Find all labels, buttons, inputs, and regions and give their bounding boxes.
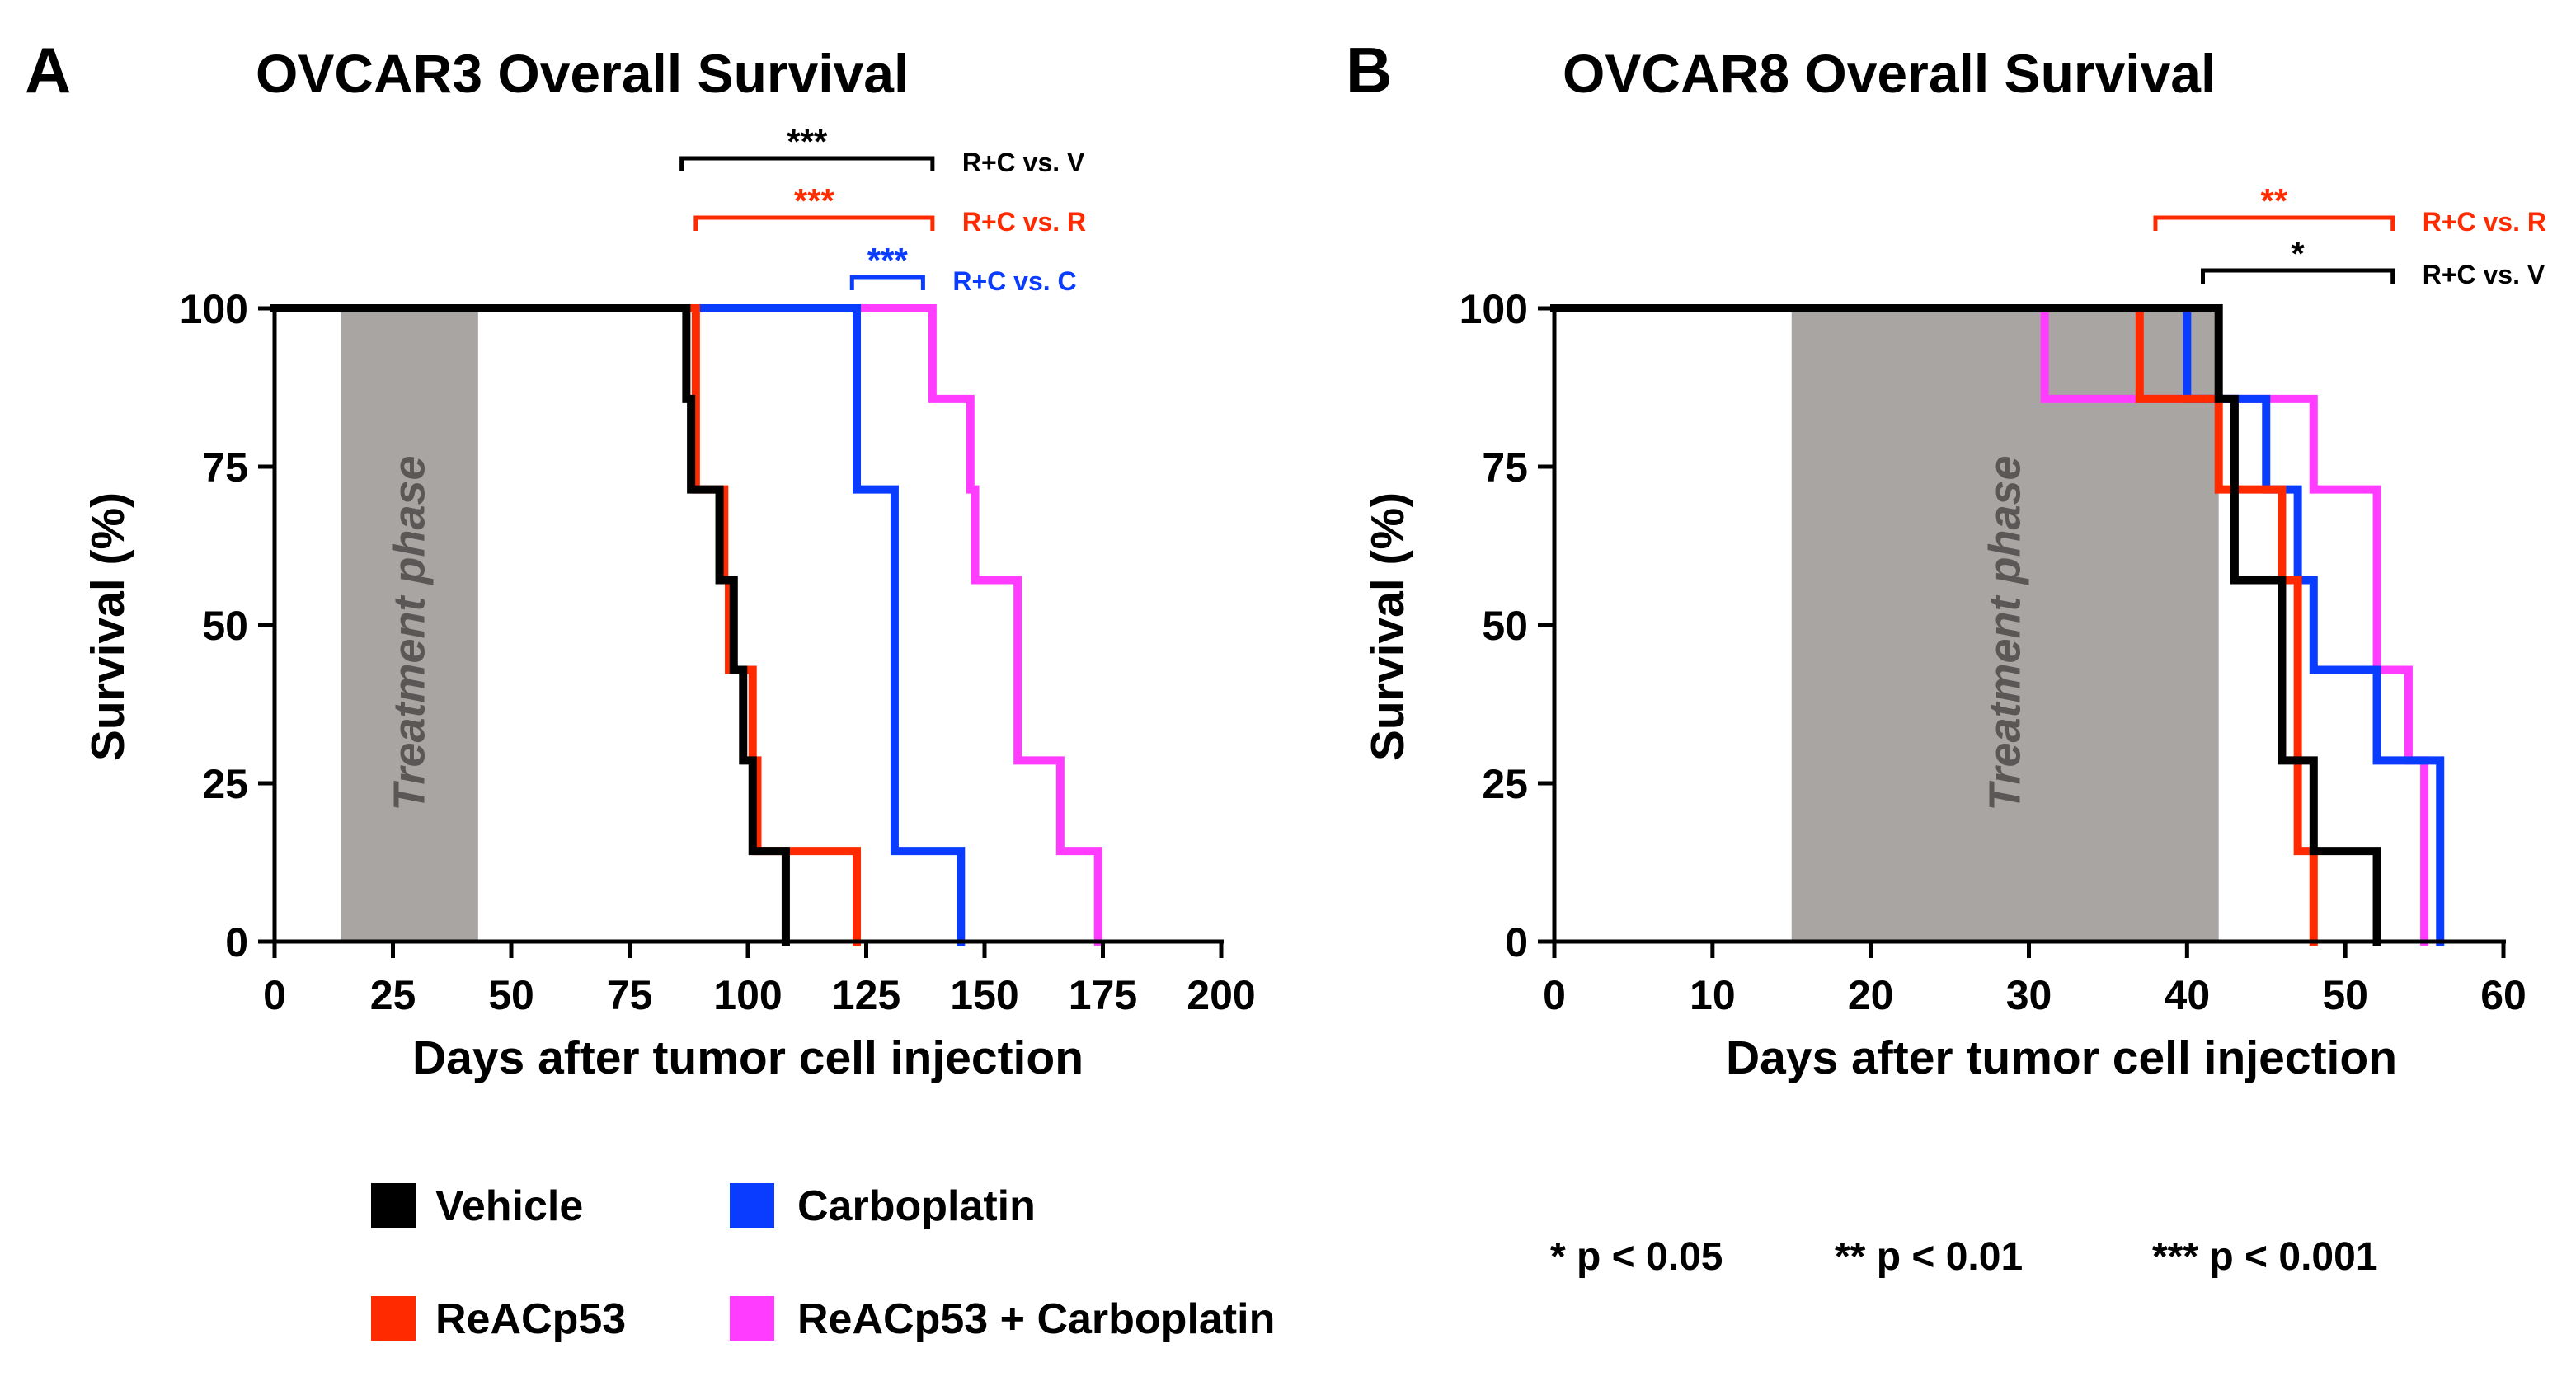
panel-a-ylabel: Survival (%)	[82, 492, 134, 761]
panel-a-title: OVCAR3 Overall Survival	[256, 43, 909, 104]
panel-b-y-tick-label: 25	[1482, 761, 1528, 807]
panel-a-bracket-stars-reacp53: ***	[794, 181, 835, 220]
panel-b-bracket-stars-vehicle: *	[2291, 234, 2305, 273]
panel-a-x-tick-label: 25	[370, 972, 416, 1018]
panel-a-y-tick-label: 50	[202, 603, 248, 649]
panel-a-bracket-vehicle	[679, 156, 935, 171]
legend: Vehicle Carboplatin ReACp53 ReACp53 + Ca…	[371, 1182, 1275, 1343]
panel-b-bracket-label-reacp53: R+C vs. R	[2423, 207, 2546, 237]
legend-label-combo: ReACp53 + Carboplatin	[797, 1295, 1275, 1343]
panel-b-bracket-vehicle	[2201, 268, 2395, 284]
panel-a-y-tick-label: 25	[202, 761, 248, 807]
panel-b-y-tick-label: 0	[1505, 919, 1528, 966]
panel-a-curve-carboplatin	[270, 304, 966, 946]
panel-b-x-tick-label: 0	[1543, 972, 1566, 1018]
panel-b-treatment-label: Treatment phase	[1981, 455, 2030, 810]
panel-a-bracket-label-carboplatin: R+C vs. C	[952, 266, 1076, 296]
legend-swatch-reacp53	[371, 1296, 416, 1341]
panel-b-x-tick-label: 60	[2480, 972, 2527, 1018]
panel-a-bracket-stars-vehicle: ***	[787, 122, 828, 161]
legend-label-reacp53: ReACp53	[435, 1295, 626, 1343]
panel-b-ylabel: Survival (%)	[1361, 492, 1414, 761]
panel-b-title: OVCAR8 Overall Survival	[1563, 43, 2216, 104]
panel-a-bracket-reacp53	[693, 215, 935, 231]
panel-a-curve-vehicle	[270, 304, 790, 946]
panel-a-bracket-stars-carboplatin: ***	[867, 241, 909, 280]
panel-b-x-tick-label: 40	[2165, 972, 2211, 1018]
panel-a: A OVCAR3 Overall Survival Days after tum…	[25, 34, 1256, 1084]
panel-a-letter: A	[25, 34, 71, 106]
panel-b-x-tick-label: 50	[2322, 972, 2368, 1018]
panel-b-plot-area: Treatment phase 0 10 20 30 40 50 60 0 25 50 75 100 **…	[1460, 181, 2546, 1018]
panel-a-bracket-label-reacp53: R+C vs. R	[962, 207, 1086, 237]
legend-label-carboplatin: Carboplatin	[797, 1182, 1036, 1230]
panel-a-x-tick-label: 0	[263, 972, 286, 1018]
panel-b-bracket-reacp53	[2153, 215, 2395, 231]
panel-a-x-tick-label: 200	[1187, 972, 1255, 1018]
legend-swatch-combo	[730, 1296, 774, 1341]
panel-a-x-tick-label: 100	[713, 972, 782, 1018]
panel-a-x-tick-label: 125	[832, 972, 900, 1018]
panel-a-y-tick-label: 100	[180, 286, 248, 332]
panel-a-y-tick-label: 75	[202, 444, 248, 491]
panel-a-curve-combo	[270, 304, 1102, 946]
panel-b-x-tick-label: 30	[2006, 972, 2052, 1018]
panel-b-y-tick-label: 75	[1482, 444, 1528, 491]
p-value-key: * p < 0.05 ** p < 0.01 *** p < 0.001	[1550, 1235, 2378, 1279]
legend-swatch-carboplatin	[730, 1183, 774, 1228]
panel-a-treatment-label: Treatment phase	[385, 455, 435, 810]
panel-a-y-tick-label: 0	[225, 919, 248, 966]
panel-a-x-tick-label: 175	[1069, 972, 1137, 1018]
panel-b-y-tick-label: 100	[1460, 286, 1528, 332]
panel-b-bracket-stars-reacp53: **	[2260, 181, 2287, 220]
p-value-one-star: * p < 0.05	[1550, 1235, 1723, 1279]
panel-b-xlabel: Days after tumor cell injection	[1726, 1031, 2397, 1084]
panel-a-x-tick-label: 50	[488, 972, 534, 1018]
panel-a-xlabel: Days after tumor cell injection	[412, 1031, 1084, 1084]
panel-a-treatment-band	[341, 308, 478, 942]
legend-swatch-vehicle	[371, 1183, 416, 1228]
panel-a-x-tick-label: 150	[950, 972, 1018, 1018]
p-value-three-star: *** p < 0.001	[2152, 1235, 2378, 1279]
panel-b-curve-reacp53	[1550, 304, 2318, 946]
legend-label-vehicle: Vehicle	[435, 1182, 583, 1230]
panel-a-bracket-label-vehicle: R+C vs. V	[962, 148, 1085, 177]
panel-b: B OVCAR8 Overall Survival Days after tum…	[1346, 34, 2546, 1084]
panel-b-y-tick-label: 50	[1482, 603, 1528, 649]
panel-a-bracket-carboplatin	[849, 275, 925, 290]
panel-b-x-tick-label: 10	[1690, 972, 1736, 1018]
p-value-two-star: ** p < 0.01	[1835, 1235, 2023, 1279]
panel-b-bracket-label-vehicle: R+C vs. V	[2423, 260, 2545, 289]
panel-b-x-tick-label: 20	[1848, 972, 1894, 1018]
panel-b-treatment-band	[1791, 308, 2219, 942]
panel-a-x-tick-label: 75	[607, 972, 653, 1018]
panel-b-curve-vehicle	[1550, 304, 2381, 946]
panel-b-letter: B	[1346, 34, 1392, 106]
panel-a-plot-area: Treatment phase 0 25 50 75 100 125 150 175 200 0 25…	[180, 122, 1256, 1018]
